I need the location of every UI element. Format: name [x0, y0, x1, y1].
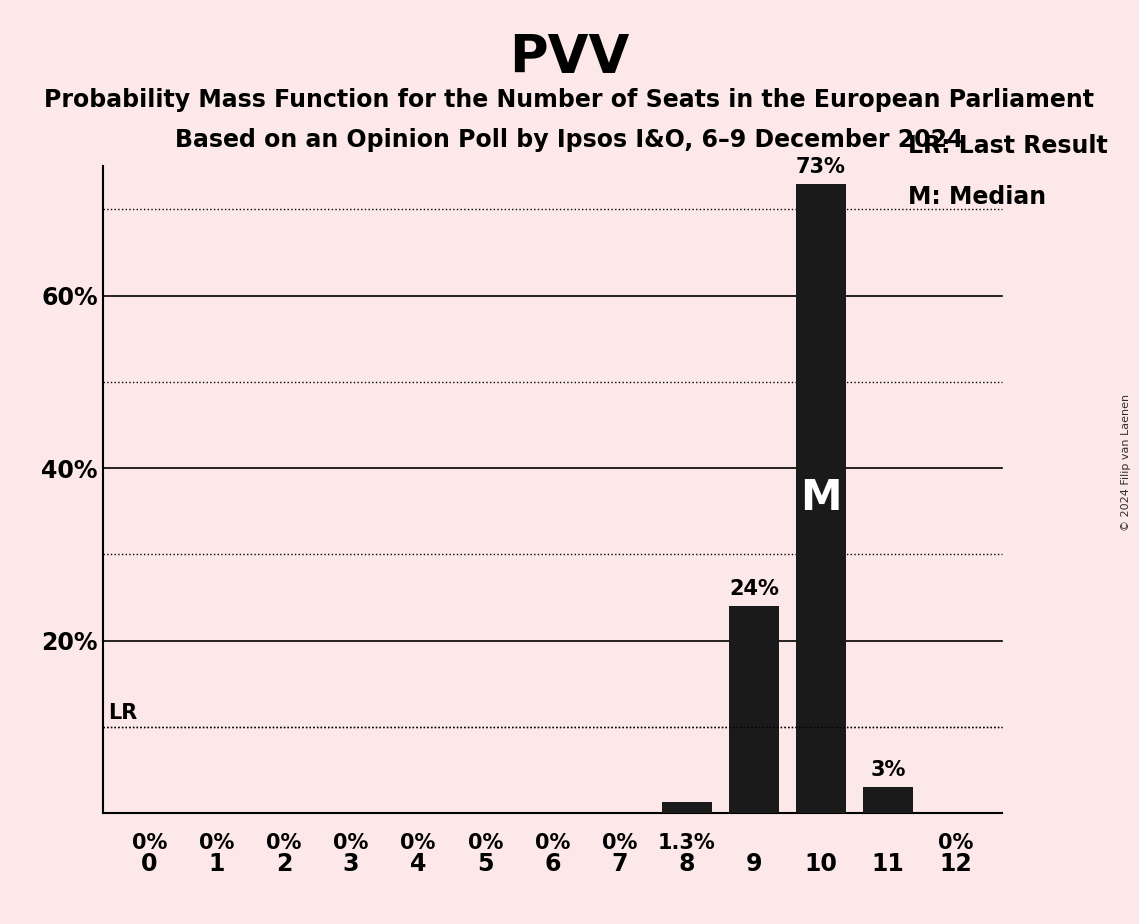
Text: 0%: 0% [937, 833, 973, 853]
Bar [729, 606, 779, 813]
Text: 0%: 0% [468, 833, 503, 853]
Bar [662, 802, 712, 813]
Text: LR: LR [108, 703, 137, 723]
Text: © 2024 Filip van Laenen: © 2024 Filip van Laenen [1121, 394, 1131, 530]
Text: 24%: 24% [729, 579, 779, 600]
Bar [863, 787, 913, 813]
Text: 0%: 0% [401, 833, 436, 853]
Text: 0%: 0% [601, 833, 637, 853]
Text: PVV: PVV [509, 32, 630, 84]
Text: 0%: 0% [534, 833, 571, 853]
Text: 0%: 0% [267, 833, 302, 853]
Text: 1.3%: 1.3% [658, 833, 715, 853]
Bar [796, 184, 846, 813]
Text: M: M [801, 478, 842, 519]
Text: LR: Last Result: LR: Last Result [908, 134, 1108, 158]
Text: Probability Mass Function for the Number of Seats in the European Parliament: Probability Mass Function for the Number… [44, 88, 1095, 112]
Text: M: Median: M: Median [908, 186, 1047, 210]
Text: 0%: 0% [199, 833, 235, 853]
Text: 3%: 3% [870, 760, 906, 781]
Text: Based on an Opinion Poll by Ipsos I&O, 6–9 December 2024: Based on an Opinion Poll by Ipsos I&O, 6… [175, 128, 964, 152]
Text: 0%: 0% [132, 833, 167, 853]
Text: 73%: 73% [796, 157, 846, 176]
Text: 0%: 0% [334, 833, 369, 853]
